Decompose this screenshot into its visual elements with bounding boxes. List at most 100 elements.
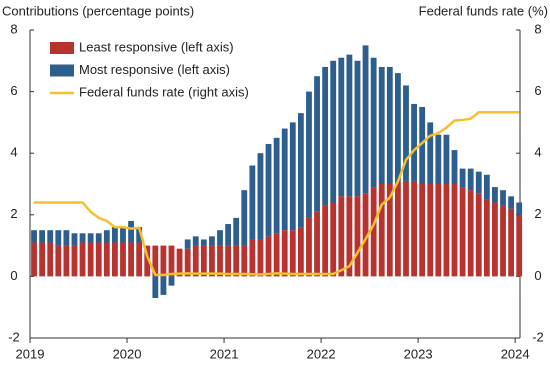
bar-segment [31,242,37,277]
x-tick-label: 2023 [404,346,433,361]
bar-segment [338,196,345,277]
bar-segment [411,180,417,277]
x-tick-label: 2021 [210,346,239,361]
bar-segment [354,60,361,197]
bar-segment [386,66,393,184]
bar-segment [47,242,54,277]
bar-segment [111,242,118,277]
bar-segment [87,233,94,243]
bar-segment [120,227,126,243]
bar-segment [184,248,191,277]
bar-segment [55,245,62,277]
y2-axis-title: Federal funds rate (%) [419,3,548,18]
bar-segment [427,184,434,277]
bar-segment [411,103,417,181]
bar-segment [217,230,223,246]
bar-segment [346,196,353,277]
bar-segment [492,202,498,277]
y2-tick-label: 6 [534,83,541,98]
bar-segment [241,245,248,277]
bar-segment [95,233,102,243]
bar-segment [192,245,199,277]
bar-segment [394,73,401,181]
bar-segment [297,113,304,228]
bar-segment [257,153,264,240]
bar-segment [111,227,118,243]
bar-segment [475,171,482,194]
bar-segment [217,245,223,277]
bar-segment [144,245,151,277]
bar-segment [378,184,385,277]
y-tick-label: 8 [10,21,17,36]
bar-segment [354,196,361,277]
bar-segment [338,57,345,197]
y2-tick-label: 4 [534,145,541,160]
legend-label: Federal funds rate (right axis) [79,84,249,99]
bar-segment [103,230,110,243]
y2-tick-label: -2 [532,329,544,344]
bar-segment [265,236,272,277]
bar-segment [492,187,498,203]
bar-segment [508,196,515,209]
bar-segment [160,276,167,295]
bar-segment [362,193,369,277]
bar-segment [152,245,159,277]
bar-segment [63,230,70,246]
bar-segment [273,233,280,277]
bar-segment [403,85,409,181]
bar-segment [370,187,377,277]
bar-segment [500,205,506,277]
legend-swatch [50,64,74,77]
bar-segment [443,184,450,277]
bar-segment [467,190,474,277]
bar-segment [435,184,442,277]
bar-segment [427,122,434,184]
bar-segment [289,122,296,231]
bar-segment [79,233,86,243]
y2-tick-label: 0 [534,268,541,283]
bar-segment [87,242,94,277]
bar-segment [71,245,78,277]
bar-segment [443,134,450,184]
bar-segment [314,76,320,212]
y-axis-title: Contributions (percentage points) [2,3,194,18]
x-tick-label: 2019 [16,346,45,361]
bar-segment [136,242,143,277]
bar-segment [273,137,280,234]
bar-segment [209,236,215,246]
bar-segment [516,214,523,277]
bar-segment [192,236,199,246]
bar-segment [306,217,312,277]
bar-segment [241,190,248,246]
bar-segment [297,227,304,277]
bar-segment [483,199,490,277]
bar-segment [152,276,159,298]
bar-segment [322,205,329,277]
bar-segment [103,242,110,277]
bar-segment [346,54,353,197]
y2-tick-label: 8 [534,21,541,36]
bar-segment [95,242,102,277]
x-tick-label: 2020 [113,346,142,361]
bar-segment [281,128,288,231]
legend-swatch [50,42,74,54]
legend-label: Least responsive (left axis) [79,39,234,54]
line-series [34,110,520,277]
y-tick-label: 4 [10,145,17,160]
bar-segment [330,60,337,203]
bar-segment [314,211,320,277]
bar-segment [200,245,207,277]
bar-segment [451,150,458,184]
bar-segment [467,168,474,191]
x-tick-label: 2022 [307,346,336,361]
bar-segment [249,239,256,277]
bar-segment [265,143,272,237]
bar-segment [378,66,385,184]
bar-segment [394,180,401,277]
bar-segment [330,202,337,277]
bar-segment [362,45,369,194]
bar-segment [128,220,134,243]
bar-segment [306,91,312,218]
bar-segment [257,239,264,277]
